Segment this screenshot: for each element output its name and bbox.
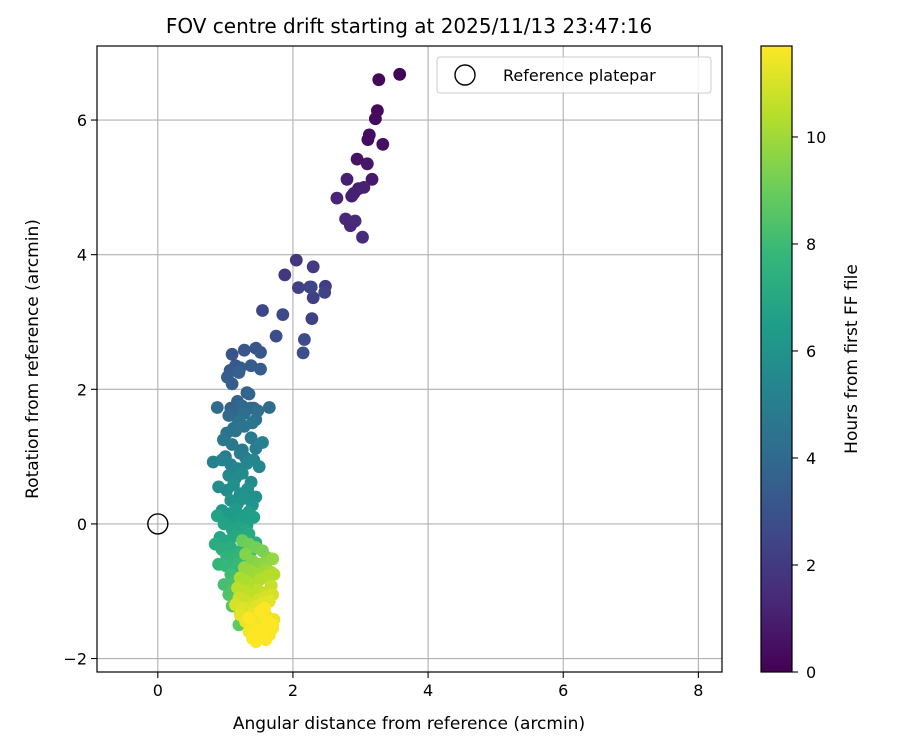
y-tick-label: −2	[63, 650, 87, 669]
data-point	[251, 404, 264, 417]
data-point	[254, 363, 267, 376]
y-tick-label: 4	[77, 246, 87, 265]
data-point	[356, 231, 369, 244]
data-point	[393, 68, 406, 81]
data-point	[243, 388, 256, 401]
colorbar-ticks: 0 2 4 6 8 10	[792, 128, 826, 682]
y-tick-label: 0	[77, 515, 87, 534]
chart-title: FOV centre drift starting at 2025/11/13 …	[166, 14, 652, 38]
data-point	[243, 612, 256, 625]
data-point	[276, 308, 289, 321]
data-point	[258, 602, 271, 615]
data-point	[226, 348, 239, 361]
data-point	[362, 133, 375, 146]
x-tick-label: 8	[693, 681, 703, 700]
data-point	[318, 286, 331, 299]
data-point	[278, 269, 291, 282]
data-point	[307, 260, 320, 273]
chart-canvas: FOV centre drift starting at 2025/11/13 …	[0, 0, 900, 750]
data-point	[226, 378, 239, 391]
data-point	[261, 615, 274, 628]
data-point	[238, 344, 251, 357]
x-axis-label: Angular distance from reference (arcmin)	[233, 714, 585, 734]
x-tick-label: 2	[288, 681, 298, 700]
colorbar-tick-label: 2	[806, 556, 816, 575]
data-point	[297, 347, 310, 360]
grid-lines	[97, 46, 722, 672]
legend-entry-reference-platepar: Reference platepar	[503, 66, 656, 85]
y-tick-label: 6	[77, 111, 87, 130]
y-tick-label: 2	[77, 380, 87, 399]
colorbar-tick-label: 8	[806, 235, 816, 254]
scatter-points	[207, 68, 406, 648]
plot-frame	[97, 46, 722, 672]
data-point	[253, 460, 266, 473]
data-point	[246, 417, 259, 430]
colorbar-tick-label: 4	[806, 449, 816, 468]
data-point	[347, 187, 360, 200]
colorbar-tick-label: 0	[806, 663, 816, 682]
axis-ticks: 0 2 4 6 8 −2 0 2 4 6	[63, 111, 703, 700]
data-point	[290, 254, 303, 267]
data-point	[268, 568, 281, 581]
data-point	[331, 192, 344, 205]
data-point	[307, 291, 320, 304]
figure: FOV centre drift starting at 2025/11/13 …	[0, 0, 900, 750]
x-tick-label: 4	[423, 681, 433, 700]
colorbar-tick-label: 6	[806, 342, 816, 361]
colorbar: 0 2 4 6 8 10 Hours from first FF file	[761, 46, 862, 682]
y-axis-label: Rotation from reference (arcmin)	[23, 219, 43, 499]
data-point	[254, 346, 267, 359]
data-point	[372, 73, 385, 86]
data-point	[341, 173, 354, 186]
data-point	[263, 401, 276, 414]
data-point	[247, 511, 260, 524]
data-point	[266, 553, 279, 566]
data-point	[256, 436, 269, 449]
colorbar-gradient	[761, 46, 792, 672]
x-tick-label: 0	[153, 681, 163, 700]
data-point	[233, 366, 246, 379]
data-point	[306, 312, 319, 325]
data-point	[369, 112, 382, 125]
data-point	[298, 333, 311, 346]
data-point	[251, 624, 264, 637]
data-point	[292, 281, 305, 294]
data-point	[270, 330, 283, 343]
data-point	[376, 138, 389, 151]
colorbar-tick-label: 10	[806, 128, 826, 147]
data-point	[361, 157, 374, 170]
data-point	[349, 215, 362, 228]
data-point	[305, 281, 318, 294]
data-point	[211, 401, 224, 414]
x-tick-label: 6	[558, 681, 568, 700]
data-point	[256, 304, 269, 317]
colorbar-label: Hours from first FF file	[842, 264, 862, 454]
legend: Reference platepar	[437, 57, 711, 93]
